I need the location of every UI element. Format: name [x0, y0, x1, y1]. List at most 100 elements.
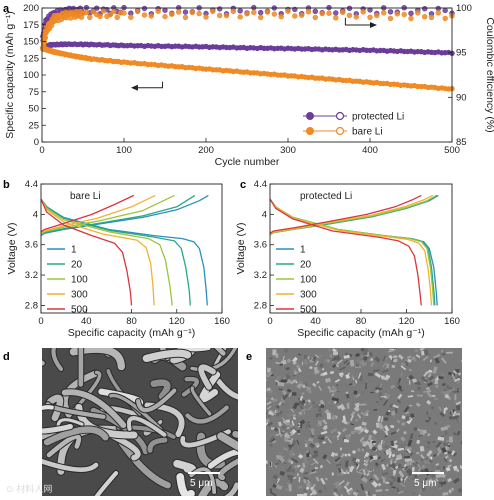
grain [348, 465, 355, 473]
grain [273, 427, 279, 432]
data-point [114, 14, 120, 20]
grain [382, 361, 387, 368]
grain [439, 487, 443, 490]
grain [363, 348, 369, 356]
data-point [353, 14, 359, 20]
y-tick-label-left: 200 [23, 3, 39, 14]
charge-curve [40, 194, 156, 234]
data-point [189, 9, 196, 16]
grain [330, 414, 337, 421]
legend-marker-filled [306, 127, 314, 135]
grain [295, 364, 301, 370]
data-point [141, 12, 148, 18]
grain [430, 485, 433, 488]
grain [390, 476, 396, 481]
grain [441, 357, 447, 364]
grain [336, 383, 338, 387]
grain [307, 356, 310, 360]
grain [341, 419, 348, 425]
grain [443, 457, 448, 463]
grain [359, 376, 363, 382]
legend-label: 100 [71, 275, 88, 286]
grain [319, 464, 324, 469]
grain [456, 446, 462, 450]
grain [333, 488, 338, 493]
grain [441, 382, 446, 387]
grain [336, 363, 339, 368]
grain [311, 468, 316, 473]
data-point [340, 9, 346, 15]
grain [286, 411, 293, 418]
grain [292, 356, 298, 363]
grain [384, 364, 388, 370]
grain [335, 463, 342, 467]
grain [382, 348, 387, 353]
grain [445, 466, 451, 472]
grain [437, 436, 445, 441]
grain [303, 492, 308, 496]
grain [427, 444, 429, 449]
grain [344, 453, 348, 457]
fiber [147, 437, 168, 453]
data-point [148, 13, 155, 19]
grain [299, 467, 305, 474]
grain [415, 461, 419, 465]
grain [420, 376, 428, 383]
grain [291, 420, 295, 426]
data-point [251, 9, 257, 16]
grain [288, 484, 292, 492]
grain [316, 380, 320, 384]
grain [340, 453, 345, 458]
grain [410, 421, 414, 428]
grain [358, 388, 364, 394]
grain [295, 464, 298, 471]
fiber [126, 416, 167, 437]
grain [365, 382, 367, 390]
grain [458, 369, 462, 374]
grain [335, 355, 342, 362]
grain [378, 383, 383, 388]
data-point [203, 14, 209, 20]
data-point [42, 35, 48, 41]
grain [338, 467, 342, 473]
grain [324, 425, 328, 429]
y-axis-label-c: Voltage (V) [235, 223, 247, 275]
grain [269, 433, 274, 437]
panel-letter-e: e [246, 351, 252, 363]
grain [306, 478, 311, 485]
grain [266, 418, 270, 424]
grain [374, 372, 382, 378]
grain [341, 427, 347, 433]
grain [439, 481, 446, 484]
sem-image-protected-li: 5 μm [266, 348, 462, 496]
grain [310, 428, 315, 436]
scale-label-d: 5 μm [190, 478, 213, 489]
data-point [387, 9, 394, 15]
grain [315, 442, 320, 446]
grain [360, 473, 365, 479]
grain [411, 462, 418, 468]
grain [292, 440, 296, 445]
data-point [278, 14, 284, 20]
grain [438, 473, 446, 478]
grain [381, 463, 386, 471]
grain [301, 408, 307, 412]
grain [455, 401, 461, 406]
grain [451, 373, 456, 381]
discharge-curve [40, 198, 173, 306]
grain [349, 415, 354, 422]
data-point [244, 10, 250, 17]
y-tick-label-left: 175 [23, 20, 39, 31]
grain [266, 367, 271, 373]
grain [303, 354, 307, 360]
data-point [422, 14, 428, 20]
grain [302, 478, 307, 484]
grain [454, 394, 457, 401]
legend-label: 1 [300, 245, 306, 256]
grain [411, 491, 416, 496]
grain [272, 474, 279, 480]
grain [384, 444, 389, 449]
grain [448, 489, 455, 496]
grain [393, 348, 397, 350]
